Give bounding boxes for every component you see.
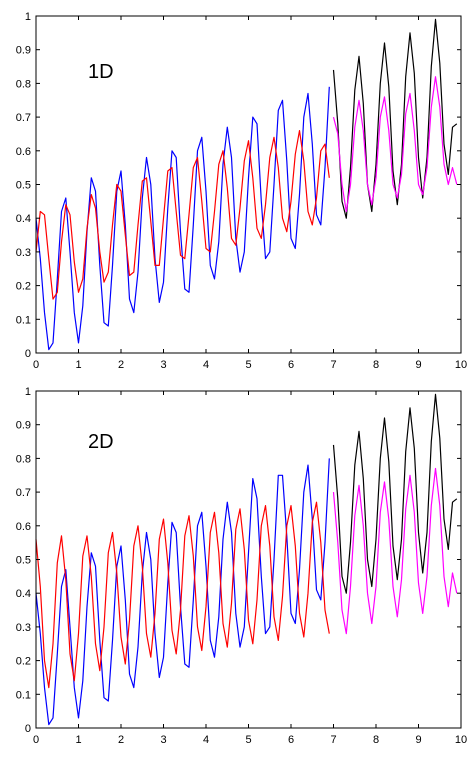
y-tick-label: 0.2 xyxy=(16,656,31,668)
x-tick-label: 10 xyxy=(455,359,467,371)
x-tick-label: 3 xyxy=(160,734,166,746)
x-tick-label: 6 xyxy=(288,359,294,371)
x-tick-label: 3 xyxy=(160,359,166,371)
x-tick-label: 0 xyxy=(33,734,39,746)
x-tick-label: 5 xyxy=(245,359,251,371)
y-tick-label: 1 xyxy=(25,386,31,398)
y-tick-label: 0.8 xyxy=(16,453,31,465)
x-tick-label: 1 xyxy=(75,734,81,746)
x-tick-label: 7 xyxy=(330,734,336,746)
y-tick-label: 0.8 xyxy=(16,78,31,90)
x-tick-label: 10 xyxy=(455,734,467,746)
panel-annotation: 2D xyxy=(88,431,114,453)
series-line-4 xyxy=(332,76,458,213)
y-tick-label: 0.5 xyxy=(16,180,31,192)
y-tick-label: 0.4 xyxy=(16,588,31,600)
chart-panel-2d: 0 1 2 3 4 5 6 7 8 9 10 0 0.1 0.2 0.3 0.4 0.5 0.6 0.7 0.8 0.9… xyxy=(16,386,467,746)
x-tick-label: 8 xyxy=(373,734,379,746)
panel-annotation: 1D xyxy=(88,61,114,83)
series-line-2 xyxy=(35,501,330,689)
y-tick-label: 0.9 xyxy=(16,45,31,57)
series-line-2 xyxy=(35,130,330,300)
y-tick-label: 0.7 xyxy=(16,112,31,124)
x-tick-label: 5 xyxy=(245,734,251,746)
y-tick-label: 0 xyxy=(25,723,31,735)
x-tick-label: 0 xyxy=(33,359,39,371)
y-tick-label: 0.7 xyxy=(16,487,31,499)
x-tick-label: 4 xyxy=(203,734,209,746)
series-line-4 xyxy=(332,467,458,635)
series-line-1 xyxy=(35,86,330,351)
series-line-1 xyxy=(35,458,330,726)
series-line-3 xyxy=(332,18,458,219)
x-tick-label: 4 xyxy=(203,359,209,371)
y-tick-label: 0.1 xyxy=(16,314,31,326)
y-tick-label: 0.4 xyxy=(16,213,31,225)
y-tick-label: 0.2 xyxy=(16,281,31,293)
y-tick-label: 0.3 xyxy=(16,622,31,634)
x-tick-label: 2 xyxy=(118,359,124,371)
series-line-3 xyxy=(332,393,458,594)
y-tick-label: 0.6 xyxy=(16,146,31,158)
x-tick-label: 7 xyxy=(330,359,336,371)
y-tick-label: 0 xyxy=(25,348,31,360)
chart-panel-1d: 0 1 2 3 4 5 6 7 8 9 10 0 0.1 0.2 0.3 0.4 0.5 0.6 0.7 0.8 0.9… xyxy=(16,11,467,371)
x-tick-label: 6 xyxy=(288,734,294,746)
x-tick-label: 2 xyxy=(118,734,124,746)
y-tick-label: 0.6 xyxy=(16,521,31,533)
y-tick-label: 0.1 xyxy=(16,689,31,701)
x-tick-label: 8 xyxy=(373,359,379,371)
x-tick-label: 1 xyxy=(75,359,81,371)
y-tick-label: 0.3 xyxy=(16,247,31,259)
y-tick-label: 1 xyxy=(25,11,31,23)
y-tick-label: 0.5 xyxy=(16,555,31,567)
y-tick-label: 0.9 xyxy=(16,420,31,432)
x-tick-label: 9 xyxy=(415,359,421,371)
x-tick-label: 9 xyxy=(415,734,421,746)
